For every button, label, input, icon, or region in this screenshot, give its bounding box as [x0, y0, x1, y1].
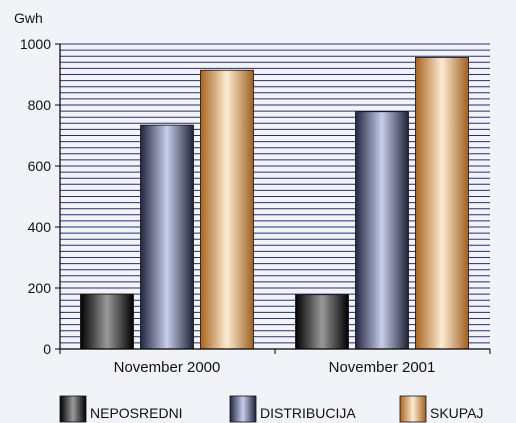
bars — [80, 57, 469, 350]
y-tick-label: 600 — [28, 158, 52, 174]
bar-distribucija-1 — [355, 111, 409, 350]
y-tick-label: 200 — [28, 280, 52, 296]
legend-swatch-neposredni — [59, 395, 87, 423]
y-unit-label: Gwh — [14, 10, 43, 26]
axes — [59, 44, 491, 354]
bar-skupaj-0 — [200, 69, 254, 350]
legend: NEPOSREDNI DISTRIBUCIJA SKUPAJ — [59, 395, 483, 423]
y-tick-label: 800 — [28, 97, 52, 113]
legend-label-distribucija: DISTRIBUCIJA — [260, 405, 356, 421]
bar-distribucija-0 — [140, 124, 194, 350]
y-axis-ticks: 0 200 400 600 800 1000 — [20, 36, 60, 357]
bar-skupaj-1 — [415, 57, 469, 350]
y-tick-label: 400 — [28, 219, 52, 235]
y-tick-label: 1000 — [20, 36, 51, 52]
legend-swatch-skupaj — [399, 395, 427, 423]
bar-neposredni-0 — [80, 293, 134, 350]
legend-swatch-distribucija — [229, 395, 257, 423]
legend-label-skupaj: SKUPAJ — [430, 405, 483, 421]
x-axis-labels: November 2000 November 2001 — [114, 359, 436, 376]
bar-neposredni-1 — [295, 294, 349, 350]
legend-label-neposredni: NEPOSREDNI — [90, 405, 183, 421]
y-tick-label: 0 — [43, 341, 51, 357]
x-category-label: November 2000 — [114, 359, 221, 376]
x-category-label: November 2001 — [329, 359, 436, 376]
